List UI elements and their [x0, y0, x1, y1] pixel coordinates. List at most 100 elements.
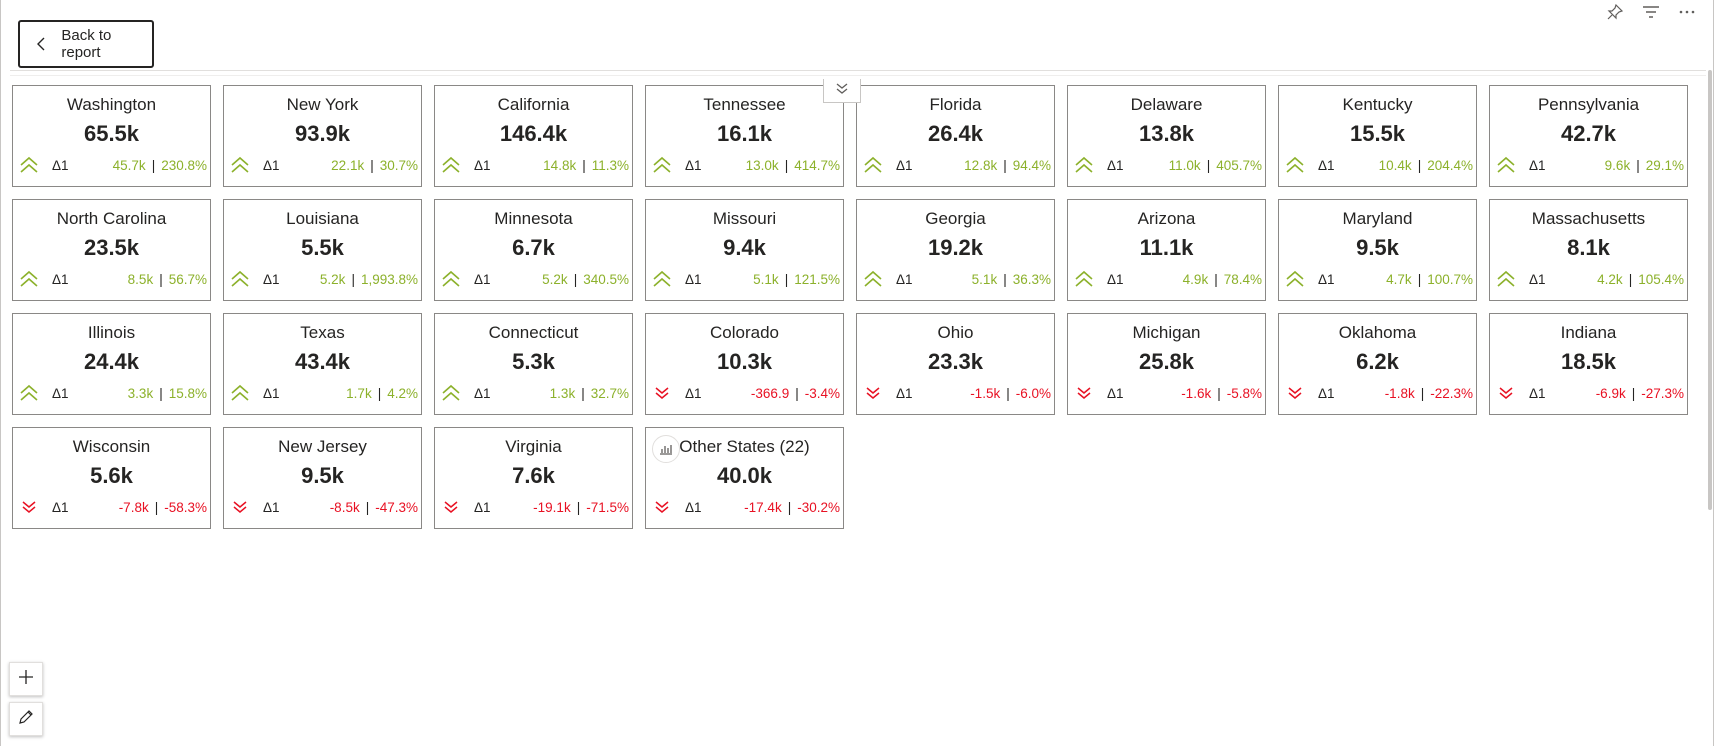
kpi-card[interactable]: Washington 65.5k Δ1 45.7k | 230.8% — [12, 85, 211, 187]
filter-icon[interactable] — [1640, 2, 1662, 22]
kpi-value: 9.5k — [301, 463, 344, 488]
trend-up-icon — [862, 155, 884, 175]
kpi-card[interactable]: Ohio 23.3k Δ1 -1.5k | -6.0% — [856, 313, 1055, 415]
kpi-value: 5.3k — [512, 349, 555, 374]
kpi-card[interactable]: Other States (22) 40.0k Δ1 -17.4k | -30.2% — [645, 427, 844, 529]
pin-icon[interactable] — [1604, 2, 1626, 22]
kpi-change: 3.3k | 15.8% — [92, 386, 210, 401]
collapse-toggle-button[interactable] — [823, 79, 861, 103]
separator: | — [1636, 157, 1640, 173]
kpi-change-percent: -47.3% — [375, 499, 418, 515]
kpi-change-value: 13.0k — [745, 157, 779, 173]
add-button[interactable] — [9, 662, 43, 696]
kpi-card[interactable]: Michigan 25.8k Δ1 -1.6k | -5.8% — [1067, 313, 1266, 415]
separator: | — [154, 499, 159, 515]
kpi-card[interactable]: Tennessee 16.1k Δ1 13.0k | 414.7% — [645, 85, 844, 187]
kpi-card[interactable]: Arizona 11.1k Δ1 4.9k | 78.4% — [1067, 199, 1266, 301]
separator: | — [1417, 271, 1422, 287]
kpi-card[interactable]: Oklahoma 6.2k Δ1 -1.8k | -22.3% — [1278, 313, 1477, 415]
kpi-footer: Δ1 4.2k | 105.4% — [1495, 269, 1687, 289]
trend-up-icon — [651, 155, 673, 175]
kpi-card[interactable]: Florida 26.4k Δ1 12.8k | 94.4% — [856, 85, 1055, 187]
kpi-card[interactable]: Texas 43.4k Δ1 1.7k | 4.2% — [223, 313, 422, 415]
kpi-change-percent: 29.1% — [1645, 157, 1684, 173]
kpi-change-value: -7.8k — [118, 499, 149, 515]
kpi-card[interactable]: Connecticut 5.3k Δ1 1.3k | 32.7% — [434, 313, 633, 415]
kpi-card[interactable]: Wisconsin 5.6k Δ1 -7.8k | -58.3% — [12, 427, 211, 529]
kpi-title: New York — [286, 95, 359, 114]
delta-label: Δ1 — [685, 271, 702, 287]
visual-header-icons — [1604, 2, 1698, 22]
kpi-card[interactable]: Illinois 24.4k Δ1 3.3k | 15.8% — [12, 313, 211, 415]
kpi-change-value: 4.2k — [1597, 271, 1623, 287]
separator: | — [1214, 271, 1218, 287]
kpi-title: Missouri — [712, 209, 777, 228]
kpi-card[interactable]: New Jersey 9.5k Δ1 -8.5k | -47.3% — [223, 427, 422, 529]
back-to-report-button[interactable]: Back to report — [18, 20, 154, 68]
separator: | — [581, 385, 585, 401]
kpi-card[interactable]: Indiana 18.5k Δ1 -6.9k | -27.3% — [1489, 313, 1688, 415]
trend-up-icon — [440, 269, 462, 289]
kpi-card[interactable]: Virginia 7.6k Δ1 -19.1k | -71.5% — [434, 427, 633, 529]
kpi-title: Louisiana — [286, 209, 359, 228]
kpi-card[interactable]: Kentucky 15.5k Δ1 10.4k | 204.4% — [1278, 85, 1477, 187]
vertical-scrollbar[interactable] — [1708, 70, 1712, 510]
kpi-value: 16.1k — [716, 121, 773, 146]
kpi-title: Colorado — [710, 323, 779, 342]
trend-up-icon — [1073, 155, 1095, 175]
kpi-title: Other States (22) — [679, 437, 810, 456]
kpi-title: Massachusetts — [1531, 209, 1646, 228]
kpi-card[interactable]: California 146.4k Δ1 14.8k | 11.3% — [434, 85, 633, 187]
kpi-change: -366.9 | -3.4% — [725, 386, 843, 401]
separator: | — [370, 157, 374, 173]
kpi-card[interactable]: Minnesota 6.7k Δ1 5.2k | 340.5% — [434, 199, 633, 301]
kpi-card[interactable]: North Carolina 23.5k Δ1 8.5k | 56.7% — [12, 199, 211, 301]
trend-down-icon — [1073, 383, 1095, 403]
kpi-footer: Δ1 13.0k | 414.7% — [651, 155, 843, 175]
kpi-title: Pennsylvania — [1537, 95, 1640, 114]
kpi-change-percent: 230.8% — [161, 157, 207, 173]
kpi-change: 12.8k | 94.4% — [936, 158, 1054, 173]
more-options-icon[interactable] — [1676, 2, 1698, 22]
edit-button[interactable] — [9, 702, 43, 736]
separator: | — [1217, 385, 1221, 401]
kpi-change: 13.0k | 414.7% — [725, 158, 843, 173]
kpi-footer: Δ1 1.7k | 4.2% — [229, 383, 421, 403]
kpi-change-percent: -5.8% — [1226, 385, 1262, 401]
separator: | — [1006, 385, 1010, 401]
kpi-title: Delaware — [1130, 95, 1203, 114]
kpi-change-percent: 32.7% — [590, 385, 629, 401]
separator: | — [159, 385, 163, 401]
delta-label: Δ1 — [263, 157, 280, 173]
delta-label: Δ1 — [1529, 157, 1546, 173]
trend-up-icon — [1495, 155, 1517, 175]
kpi-change: 14.8k | 11.3% — [514, 158, 632, 173]
kpi-title: Wisconsin — [72, 437, 151, 456]
kpi-change-percent: 78.4% — [1223, 271, 1262, 287]
kpi-card[interactable]: Pennsylvania 42.7k Δ1 9.6k | 29.1% — [1489, 85, 1688, 187]
kpi-change-value: -1.8k — [1384, 385, 1415, 401]
kpi-change-value: -19.1k — [533, 499, 571, 515]
kpi-change-percent: 405.7% — [1216, 157, 1262, 173]
kpi-card[interactable]: Georgia 19.2k Δ1 5.1k | 36.3% — [856, 199, 1055, 301]
kpi-value: 5.6k — [90, 463, 133, 488]
kpi-card[interactable]: Louisiana 5.5k Δ1 5.2k | 1,993.8% — [223, 199, 422, 301]
add-icon — [18, 669, 34, 690]
kpi-value: 18.5k — [1560, 349, 1617, 374]
delta-label: Δ1 — [52, 385, 69, 401]
bar-chart-icon[interactable] — [652, 435, 680, 463]
kpi-card[interactable]: New York 93.9k Δ1 22.1k | 30.7% — [223, 85, 422, 187]
kpi-change: -1.8k | -22.3% — [1358, 386, 1476, 401]
kpi-card[interactable]: Maryland 9.5k Δ1 4.7k | 100.7% — [1278, 199, 1477, 301]
separator: | — [1003, 271, 1007, 287]
kpi-card[interactable]: Delaware 13.8k Δ1 11.0k | 405.7% — [1067, 85, 1266, 187]
edit-icon — [18, 709, 34, 730]
kpi-card[interactable]: Colorado 10.3k Δ1 -366.9 | -3.4% — [645, 313, 844, 415]
kpi-card[interactable]: Massachusetts 8.1k Δ1 4.2k | 105.4% — [1489, 199, 1688, 301]
kpi-change-percent: 340.5% — [583, 271, 629, 287]
trend-up-icon — [862, 269, 884, 289]
kpi-change-percent: 36.3% — [1012, 271, 1051, 287]
double-chevron-down-icon — [835, 82, 849, 100]
delta-label: Δ1 — [263, 499, 280, 515]
kpi-card[interactable]: Missouri 9.4k Δ1 5.1k | 121.5% — [645, 199, 844, 301]
